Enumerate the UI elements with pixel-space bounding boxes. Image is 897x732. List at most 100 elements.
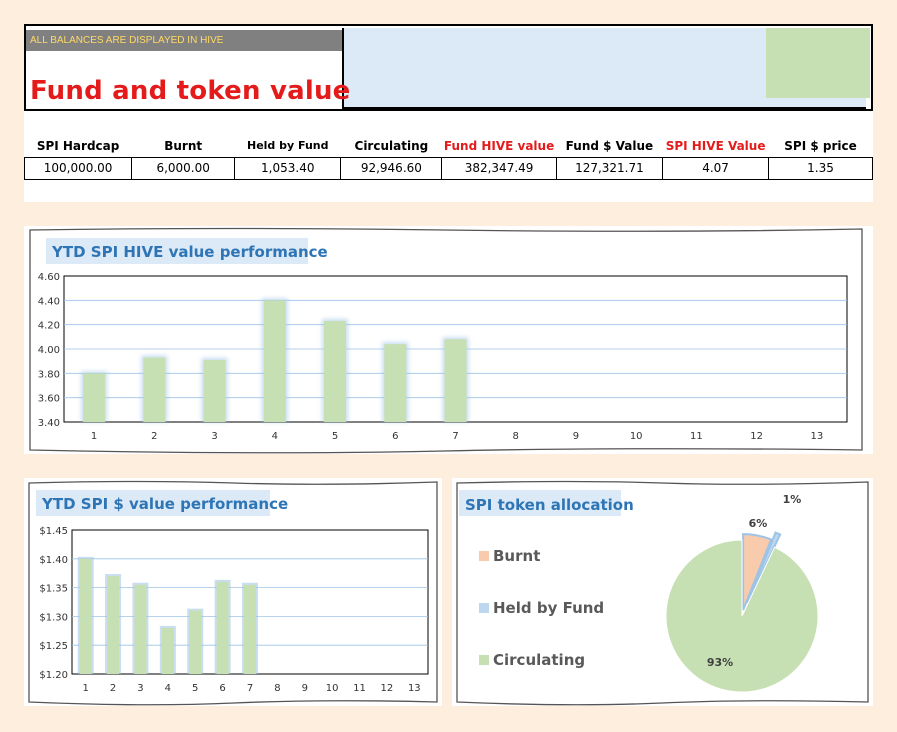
col-burnt: Burnt	[164, 138, 203, 153]
x-tick-label: 12	[750, 431, 763, 442]
val-fund-dollar-value: 127,321.71	[555, 156, 664, 180]
page-title: Fund and token value	[30, 76, 351, 106]
x-tick-label: 8	[274, 683, 280, 694]
y-tick-label: $1.45	[39, 526, 68, 537]
legend-label: Held by Fund	[493, 599, 604, 617]
x-tick-label: 6	[392, 431, 398, 442]
y-tick-label: 3.60	[38, 394, 60, 405]
y-tick-label: $1.35	[39, 584, 68, 595]
val-held-by-fund: 1,053.40	[234, 156, 342, 180]
col-spi-hardcap: SPI Hardcap	[36, 138, 120, 153]
bar	[161, 627, 174, 674]
x-tick-label: 2	[151, 431, 157, 442]
hive-performance-panel: YTD SPI HIVE value performance 3.40 3.60 3…	[24, 226, 873, 454]
val-burnt: 6,000.00	[131, 156, 236, 180]
x-tick-label: 2	[110, 683, 116, 694]
bar	[79, 558, 92, 674]
x-tick-label: 3	[211, 431, 217, 442]
x-tick-label: 10	[630, 431, 643, 442]
y-tick-label: 4.00	[38, 345, 60, 356]
bar	[203, 359, 226, 422]
val-spi-hardcap: 100,000.00	[23, 156, 133, 180]
bar	[244, 584, 256, 674]
stats-header-row: SPI Hardcap Burnt Held by Fund Circulati…	[25, 135, 873, 157]
x-tick-label: 10	[326, 683, 339, 694]
x-tick-label: 8	[513, 431, 519, 442]
val-spi-hive-value: 4.07	[662, 156, 770, 180]
slice-label: 93%	[707, 656, 733, 669]
col-spi-dollar-price: SPI $ price	[784, 138, 857, 153]
x-tick-label: 13	[408, 683, 421, 694]
bar	[143, 357, 166, 422]
balance-notice: ALL BALANCES ARE DISPLAYED IN HIVE	[26, 30, 342, 51]
panel-border	[29, 227, 863, 454]
y-tick-label: $1.20	[39, 670, 68, 681]
legend-swatch	[479, 551, 489, 561]
header-green-area	[766, 28, 870, 98]
plot-marks: $1.20$1.25$1.30$1.35$1.40$1.451 2 3 4 5 6 7 8 9 1…	[39, 526, 428, 694]
chart-title: YTD SPI $ value performance	[41, 495, 288, 513]
x-tick-label: 11	[353, 683, 366, 694]
allocation-chart: SPI token allocation Burnt Held by Fund Ci…	[456, 480, 869, 706]
plot-marks: 3.403.603.804.004.204.404.601 2 3 4 5 6 7 8 9 10 1…	[38, 272, 847, 442]
x-tick-label: 6	[219, 683, 225, 694]
bar	[107, 576, 120, 674]
usd-performance-panel: YTD SPI $ value performance $1.20 $1.25 $1…	[24, 478, 442, 706]
legend-label: Burnt	[493, 547, 540, 565]
x-tick-label: 9	[573, 431, 579, 442]
x-tick-label: 3	[137, 683, 143, 694]
slice-label: 6%	[749, 517, 768, 530]
bar	[189, 610, 202, 674]
col-circulating: Circulating	[354, 138, 429, 153]
usd-performance-chart: YTD SPI $ value performance $1.20 $1.25 $1…	[28, 480, 438, 706]
x-tick-label: 7	[247, 683, 253, 694]
y-tick-label: $1.30	[39, 612, 68, 623]
stats-value-row: 100,000.00 6,000.00 1,053.40 92,946.60 3…	[23, 156, 873, 180]
y-tick-label: 3.80	[38, 369, 60, 380]
bar	[216, 581, 229, 674]
allocation-panel: SPI token allocation Burnt Held by Fund Ci…	[452, 478, 873, 706]
col-fund-dollar-value: Fund $ Value	[565, 138, 654, 153]
x-tick-label: 1	[83, 683, 89, 694]
legend-label: Circulating	[493, 651, 585, 669]
val-spi-dollar-price: 1.35	[768, 156, 873, 180]
bar	[83, 373, 106, 422]
pie-slice	[742, 533, 773, 611]
x-tick-label: 1	[91, 431, 97, 442]
pie-slice	[746, 531, 782, 604]
col-fund-hive-value: Fund HIVE value	[443, 138, 555, 153]
chart-title-bg	[459, 490, 621, 516]
x-tick-label: 11	[690, 431, 703, 442]
bar	[444, 339, 467, 422]
y-tick-label: $1.25	[39, 641, 68, 652]
val-fund-hive-value: 382,347.49	[441, 156, 557, 180]
y-tick-label: 4.40	[38, 296, 60, 307]
y-tick-label: 3.40	[38, 418, 60, 429]
pie-marks: Burnt Held by Fund Circulating 6% 1% 93%	[479, 493, 819, 693]
pie-slice	[665, 539, 819, 693]
x-tick-label: 12	[381, 683, 394, 694]
bar	[324, 321, 347, 422]
legend-swatch	[479, 603, 489, 613]
x-tick-label: 4	[165, 683, 171, 694]
y-tick-label: $1.40	[39, 555, 68, 566]
y-tick-label: 4.60	[38, 272, 60, 283]
x-tick-label: 5	[192, 683, 198, 694]
panel-border	[28, 480, 438, 706]
chart-title-bg	[36, 490, 270, 516]
x-tick-label: 13	[811, 431, 824, 442]
stats-table: SPI Hardcap Burnt Held by Fund Circulati…	[23, 135, 873, 180]
x-tick-label: 9	[302, 683, 308, 694]
col-spi-hive-value: SPI HIVE Value	[665, 138, 766, 153]
col-held-by-fund: Held by Fund	[247, 139, 329, 153]
bar	[134, 584, 147, 674]
x-tick-label: 4	[272, 431, 278, 442]
x-tick-label: 7	[452, 431, 458, 442]
slice-label: 1%	[783, 493, 802, 506]
bar	[263, 300, 286, 422]
x-tick-label: 5	[332, 431, 338, 442]
y-tick-label: 4.20	[38, 321, 60, 332]
hive-performance-chart: YTD SPI HIVE value performance 3.40 3.60 3…	[29, 227, 863, 454]
legend-swatch	[479, 655, 489, 665]
chart-title-bg	[46, 238, 308, 264]
